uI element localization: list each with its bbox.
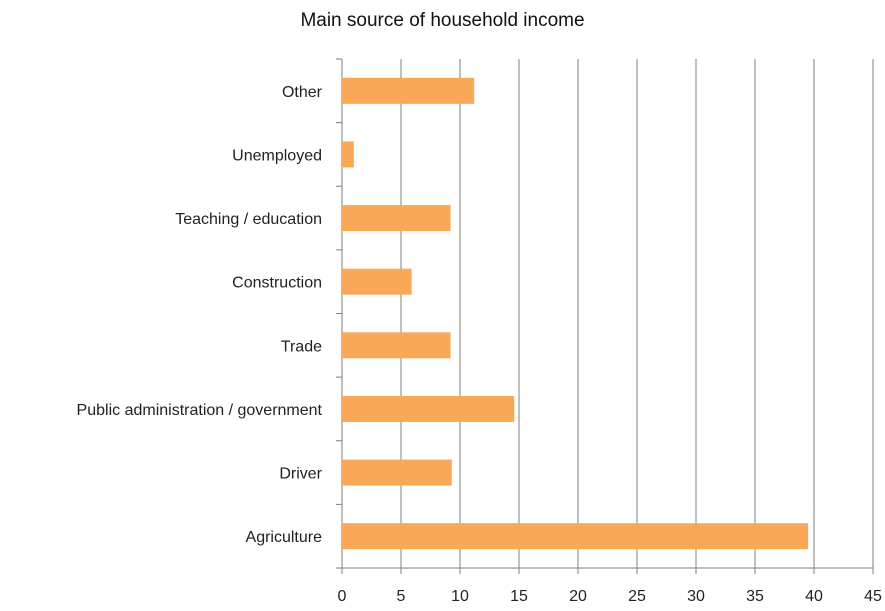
bar <box>342 205 451 232</box>
bar <box>342 268 412 295</box>
bar <box>342 332 451 359</box>
x-tick-label: 30 <box>687 588 705 605</box>
bar <box>342 459 452 486</box>
category-label: Unemployed <box>232 147 322 164</box>
category-label: Agriculture <box>246 529 323 546</box>
x-tick-label: 0 <box>338 588 347 605</box>
bar <box>342 77 475 104</box>
x-tick-label: 40 <box>805 588 823 605</box>
category-label: Teaching / education <box>175 211 322 228</box>
x-tick-label: 5 <box>397 588 406 605</box>
x-tick-label: 15 <box>510 588 528 605</box>
x-tick-label: 35 <box>746 588 764 605</box>
x-tick-label: 20 <box>569 588 587 605</box>
x-tick-label: 45 <box>864 588 882 605</box>
category-label: Public administration / government <box>77 402 323 419</box>
x-tick-label: 25 <box>628 588 646 605</box>
chart-title: Main source of household income <box>300 10 585 31</box>
category-label: Construction <box>232 275 322 292</box>
bar <box>342 523 809 550</box>
category-label: Trade <box>281 338 322 355</box>
x-tick-label: 10 <box>451 588 469 605</box>
category-label: Driver <box>279 466 322 483</box>
bar <box>342 141 354 168</box>
bar <box>342 395 515 422</box>
category-label: Other <box>282 84 323 101</box>
